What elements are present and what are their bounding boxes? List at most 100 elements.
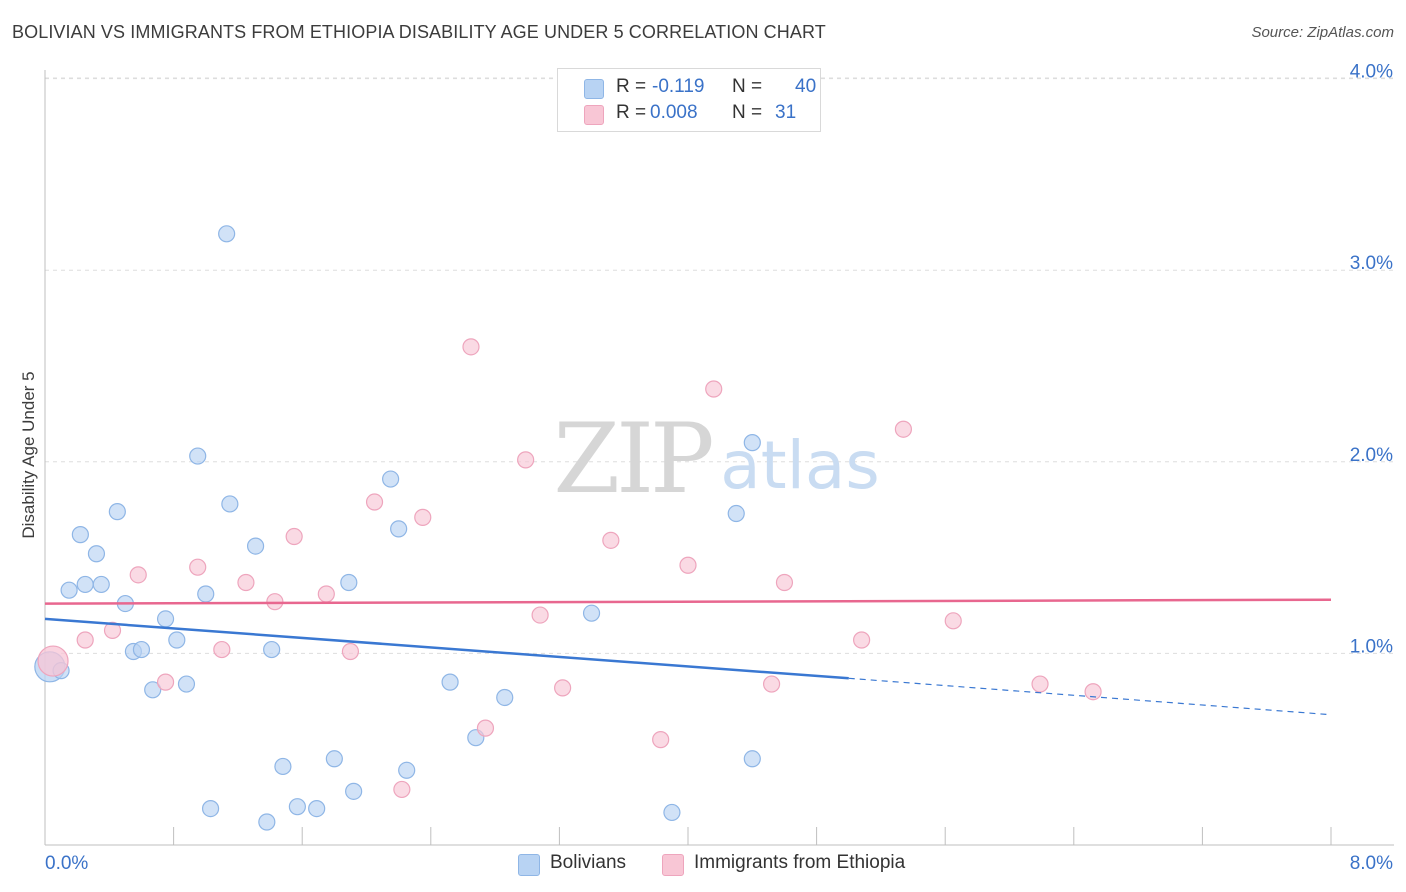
correlation-stats-box: R = -0.119 N = 40 R = 0.008 N = 31 [557, 68, 821, 132]
bolivian-point [156, 610, 175, 628]
ethiopia-point [944, 612, 962, 630]
watermark-zip: ZIP [553, 403, 712, 515]
n-label: N = [732, 76, 763, 97]
ethiopia-point [76, 631, 94, 649]
bolivian-point [663, 803, 681, 822]
bolivian-point [60, 581, 78, 599]
ethiopia-point [602, 531, 620, 549]
watermark-atlas: atlas [720, 427, 880, 504]
bolivian-point [325, 750, 343, 768]
x-tick-label: 0.0% [45, 853, 88, 874]
bolivian-point [246, 537, 265, 555]
ethiopia-trend-line [44, 598, 1332, 605]
ethiopia-point [285, 527, 303, 546]
bolivian-point [263, 640, 281, 659]
ethiopia-point [1031, 675, 1049, 693]
bolivian-point [197, 585, 215, 603]
bolivian-point [71, 526, 89, 544]
legend-swatch-ethiopia [662, 854, 684, 876]
ethiopia-point [775, 573, 794, 592]
r-label: R = [616, 76, 647, 97]
source-credit: Source: ZipAtlas.com [1251, 24, 1394, 41]
ethiopia-point [705, 380, 723, 398]
ethiopia-point [679, 556, 697, 574]
point-layer [34, 225, 1102, 831]
ethiopia-swatch [584, 105, 604, 125]
bolivian-point [218, 225, 236, 243]
ethiopia-point [462, 338, 480, 356]
bolivian-point [144, 681, 162, 699]
bolivian-point [221, 495, 239, 513]
bolivian-point [382, 470, 400, 488]
ethiopia-point [1084, 683, 1102, 701]
ethiopia-point [531, 606, 549, 624]
bolivian-point [87, 545, 106, 563]
bolivian-point [288, 798, 306, 816]
bolivian-point [76, 575, 94, 594]
ethiopia-point [393, 780, 411, 799]
ethiopia-point [517, 451, 535, 469]
ethiopia-point [476, 719, 495, 737]
x-tick-label: 8.0% [1350, 853, 1393, 874]
n-value: 31 [775, 102, 797, 123]
bolivian-point [177, 675, 196, 693]
bolivian-point [743, 750, 761, 768]
ethiopia-point [414, 508, 432, 526]
ethiopia-point [237, 573, 255, 592]
ethiopia-point [213, 640, 231, 659]
bolivian-point [308, 799, 326, 818]
y-tick-label: 2.0% [1350, 445, 1393, 466]
y-tick-label: 1.0% [1350, 636, 1393, 657]
legend-label-bolivians: Bolivians [550, 852, 627, 873]
y-tick-label: 3.0% [1350, 253, 1393, 274]
ethiopia-point [762, 675, 781, 693]
bolivian-point [132, 640, 151, 659]
bolivian-point [390, 520, 408, 538]
ethiopia-point [365, 493, 384, 511]
legend-swatch-bolivians [518, 854, 540, 876]
bolivian-point [258, 813, 276, 831]
ethiopia-point [156, 673, 175, 691]
bolivian-point [496, 688, 514, 707]
bolivian-point [345, 782, 363, 800]
ethiopia-point [129, 566, 147, 584]
bolivians-swatch [584, 79, 604, 99]
bolivian-point [189, 447, 207, 465]
r-label: R = [616, 102, 647, 123]
ethiopia-point [341, 642, 360, 661]
ethiopia-point [317, 585, 335, 603]
bolivian-point [168, 631, 186, 649]
ethiopia-point [894, 420, 913, 438]
bolivians-trend-line [44, 617, 849, 680]
ethiopia-point [189, 558, 207, 576]
n-value: 40 [795, 76, 817, 97]
bolivian-point [441, 673, 459, 691]
chart-title: BOLIVIAN VS IMMIGRANTS FROM ETHIOPIA DIS… [12, 22, 826, 42]
y-axis-label: Disability Age Under 5 [19, 371, 38, 538]
grid-layer [45, 77, 1394, 654]
axis-layer: 1.0% 2.0% 3.0% 4.0% 0.0% 8.0% [44, 62, 1394, 874]
ethiopia-point [853, 631, 871, 649]
trend-layer [44, 598, 1332, 716]
bolivian-point [201, 799, 220, 818]
n-label: N = [732, 102, 763, 123]
r-value: -0.119 [652, 76, 705, 97]
legend-label-ethiopia: Immigrants from Ethiopia [694, 852, 906, 873]
bolivians-trend-extension [848, 677, 1332, 716]
ethiopia-point [103, 621, 122, 640]
bolivian-point [743, 434, 761, 452]
bolivian-point [340, 573, 358, 592]
bolivian-point [582, 604, 601, 622]
bolivian-point [398, 761, 416, 779]
watermark: ZIP atlas [553, 403, 879, 515]
ethiopia-point [652, 731, 670, 749]
bolivian-point [108, 503, 126, 521]
r-value: 0.008 [650, 102, 698, 123]
ethiopia-point [37, 645, 69, 677]
bolivian-point [727, 504, 745, 523]
ethiopia-point [554, 679, 572, 697]
bolivian-point [274, 757, 292, 776]
bolivian-point [92, 575, 110, 594]
y-tick-label: 4.0% [1350, 62, 1393, 83]
